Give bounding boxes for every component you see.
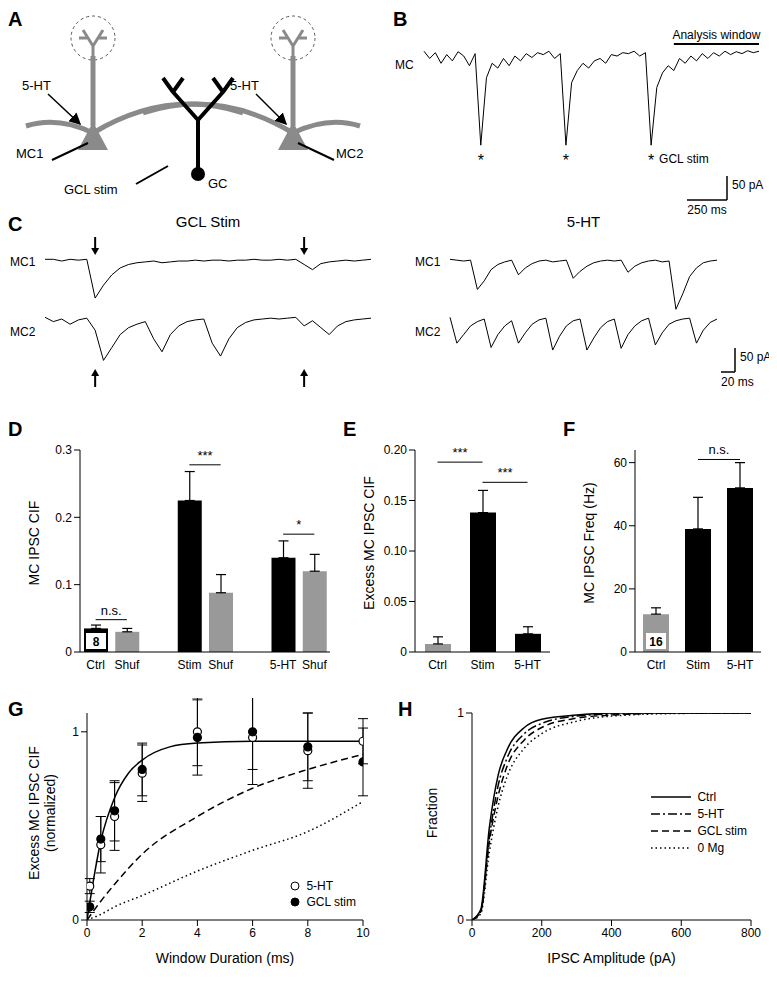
html-text:GCL stim: GCL stim [697, 823, 747, 838]
html-text:A: A [8, 8, 23, 30]
html-text:H: H [398, 698, 413, 720]
svg-text:0.3: 0.3 [55, 443, 72, 457]
svg-text:2: 2 [139, 926, 146, 940]
svg-text:5-HT: 5-HT [230, 78, 259, 93]
html-text:C: C [8, 213, 23, 235]
svg-text:*: * [296, 517, 301, 532]
html-text:F: F [563, 418, 576, 440]
svg-text:20: 20 [614, 582, 628, 596]
html-text:MC IPSC CIF: MC IPSC CIF [26, 500, 42, 586]
html-text:Fraction: Fraction [424, 787, 440, 839]
html-text:MC IPSC Freq (Hz): MC IPSC Freq (Hz) [581, 482, 597, 604]
svg-text:GCL stim: GCL stim [64, 182, 118, 197]
svg-text:***: *** [197, 448, 212, 463]
svg-text:GCL stim: GCL stim [659, 152, 709, 166]
svg-text:200: 200 [532, 926, 552, 940]
svg-text:4: 4 [194, 926, 201, 940]
svg-text:0: 0 [457, 913, 464, 927]
svg-text:6: 6 [249, 926, 256, 940]
svg-text:Ctrl: Ctrl [428, 658, 447, 672]
html-text:Ctrl: Ctrl [697, 789, 717, 804]
html-text:50 pA: 50 pA [732, 178, 764, 192]
svg-text:*: * [563, 152, 569, 169]
html-text:GCL Stim: GCL Stim [175, 213, 241, 230]
svg-text:0: 0 [620, 645, 627, 659]
svg-text:Shuf: Shuf [302, 658, 327, 672]
svg-text:0: 0 [400, 645, 407, 659]
svg-text:16: 16 [649, 635, 663, 649]
svg-text:0: 0 [84, 926, 91, 940]
svg-text:0.15: 0.15 [384, 494, 408, 508]
svg-text:MC1: MC1 [16, 146, 43, 161]
svg-text:*: * [478, 152, 484, 169]
svg-text:Stim: Stim [686, 658, 710, 672]
svg-text:Stim: Stim [471, 658, 495, 672]
svg-text:Stim: Stim [177, 658, 201, 672]
svg-text:8: 8 [304, 926, 311, 940]
svg-text:0: 0 [469, 926, 476, 940]
svg-text:Shuf: Shuf [208, 658, 233, 672]
svg-text:0: 0 [72, 913, 79, 927]
html-text:0 Mg: 0 Mg [697, 840, 725, 855]
svg-text:0.2: 0.2 [55, 511, 72, 525]
svg-text:5-HT: 5-HT [514, 658, 541, 672]
html-text:B: B [393, 8, 408, 30]
svg-text:5-HT: 5-HT [727, 658, 754, 672]
svg-text:Analysis window: Analysis window [672, 28, 760, 42]
html-text:50 pA: 50 pA [740, 350, 772, 364]
svg-text:n.s.: n.s. [709, 442, 730, 457]
svg-text:10: 10 [356, 926, 370, 940]
svg-text:5-HT: 5-HT [22, 78, 51, 93]
svg-text:Ctrl: Ctrl [86, 658, 105, 672]
html-text:Excess MC IPSC CIF (normalized: Excess MC IPSC CIF (normalized) [26, 746, 58, 880]
svg-text:0.1: 0.1 [55, 578, 72, 592]
svg-text:600: 600 [671, 926, 691, 940]
svg-text:n.s.: n.s. [101, 603, 122, 618]
html-text:MC2: MC2 [10, 325, 36, 339]
svg-text:800: 800 [741, 926, 761, 940]
html-text:250 ms: 250 ms [687, 203, 727, 217]
svg-text:***: *** [497, 465, 512, 480]
html-text:GCL stim: GCL stim [306, 895, 356, 909]
html-text:MC: MC [395, 58, 414, 72]
html-text:Window Duration (ms): Window Duration (ms) [155, 950, 295, 966]
svg-text:0: 0 [65, 645, 72, 659]
html-text:20 ms: 20 ms [721, 375, 754, 389]
svg-text:5-HT: 5-HT [270, 658, 297, 672]
html-text:5-HT: 5-HT [306, 879, 334, 893]
html-text:Excess MC IPSC CIF: Excess MC IPSC CIF [361, 476, 377, 610]
svg-text:*: * [648, 152, 654, 169]
svg-text:1: 1 [72, 725, 79, 739]
html-text:D: D [8, 418, 23, 440]
svg-text:0.10: 0.10 [384, 544, 408, 558]
svg-text:Ctrl: Ctrl [647, 658, 666, 672]
svg-text:***: *** [452, 445, 467, 460]
svg-text:0.20: 0.20 [384, 443, 408, 457]
svg-text:Shuf: Shuf [115, 658, 140, 672]
svg-text:400: 400 [601, 926, 621, 940]
html-text:MC1: MC1 [415, 255, 441, 269]
html-text:5-HT: 5-HT [697, 806, 725, 821]
svg-text:1: 1 [457, 706, 464, 720]
html-text:IPSC Amplitude (pA): IPSC Amplitude (pA) [547, 950, 676, 966]
svg-text:0.05: 0.05 [384, 595, 408, 609]
svg-text:40: 40 [614, 519, 628, 533]
html-text:MC2: MC2 [415, 325, 441, 339]
html-text:MC1: MC1 [10, 255, 36, 269]
html-text:5-HT: 5-HT [566, 213, 601, 230]
html-text:G: G [8, 698, 24, 720]
html-text:E: E [343, 418, 357, 440]
svg-text:8: 8 [93, 635, 100, 649]
svg-text:MC2: MC2 [336, 146, 363, 161]
svg-text:GC: GC [208, 176, 228, 191]
svg-text:60: 60 [614, 456, 628, 470]
